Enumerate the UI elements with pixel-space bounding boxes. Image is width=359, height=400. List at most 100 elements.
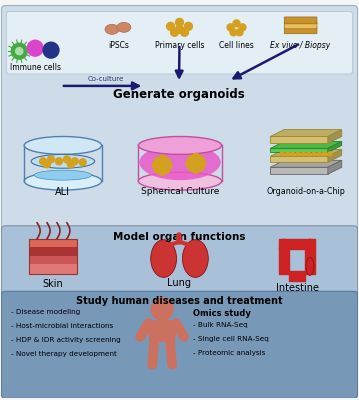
Circle shape [176, 25, 183, 33]
Circle shape [181, 28, 188, 36]
Circle shape [239, 24, 246, 31]
Circle shape [291, 152, 295, 156]
Polygon shape [270, 130, 342, 136]
Ellipse shape [24, 172, 102, 190]
Polygon shape [270, 148, 328, 152]
Polygon shape [328, 149, 342, 162]
Bar [29, 264, 77, 274]
Polygon shape [328, 160, 342, 174]
Ellipse shape [24, 136, 102, 154]
Circle shape [192, 165, 200, 173]
Circle shape [164, 161, 172, 169]
Circle shape [280, 152, 284, 156]
Ellipse shape [279, 239, 289, 249]
Text: - Bulk RNA-Seq: - Bulk RNA-Seq [193, 322, 248, 328]
Circle shape [158, 155, 166, 163]
Ellipse shape [306, 258, 314, 276]
Circle shape [16, 48, 23, 55]
Circle shape [285, 152, 289, 156]
Circle shape [56, 158, 62, 165]
Text: Skin: Skin [43, 279, 64, 289]
Ellipse shape [139, 144, 221, 180]
Bar [29, 239, 77, 247]
Text: Immune cells: Immune cells [10, 63, 61, 72]
Circle shape [162, 157, 170, 165]
Circle shape [198, 159, 206, 167]
Bar [29, 256, 77, 264]
Text: Spherical Culture: Spherical Culture [141, 187, 219, 196]
Circle shape [154, 157, 162, 165]
Circle shape [236, 29, 243, 36]
Polygon shape [328, 142, 342, 152]
Text: - Host-microbial interactions: - Host-microbial interactions [11, 323, 113, 329]
Text: ALI: ALI [55, 187, 70, 197]
Circle shape [47, 156, 55, 163]
Circle shape [158, 161, 166, 169]
Circle shape [79, 159, 86, 166]
Ellipse shape [34, 170, 92, 180]
Circle shape [196, 155, 204, 163]
Circle shape [43, 161, 51, 168]
Bar [29, 239, 77, 274]
Ellipse shape [138, 172, 222, 190]
Circle shape [196, 163, 204, 171]
Circle shape [71, 158, 78, 165]
Circle shape [317, 152, 321, 156]
Polygon shape [270, 167, 328, 174]
Circle shape [186, 159, 194, 167]
Ellipse shape [182, 240, 208, 277]
Circle shape [302, 152, 306, 156]
Circle shape [227, 24, 234, 31]
Text: Generate organoids: Generate organoids [113, 88, 245, 101]
Circle shape [64, 156, 70, 163]
Circle shape [328, 152, 332, 156]
Ellipse shape [305, 239, 315, 249]
Circle shape [233, 20, 240, 27]
Polygon shape [270, 160, 342, 167]
Circle shape [312, 152, 316, 156]
Bar [29, 247, 77, 256]
Circle shape [307, 152, 311, 156]
Circle shape [27, 40, 43, 56]
Bar [157, 309, 167, 320]
Text: Organoid-on-a-Chip: Organoid-on-a-Chip [267, 187, 345, 196]
Ellipse shape [151, 240, 177, 277]
Text: Omics study: Omics study [193, 309, 251, 318]
Text: Cell lines: Cell lines [219, 41, 254, 50]
Text: Primary cells: Primary cells [155, 41, 204, 50]
Polygon shape [328, 130, 342, 144]
Text: - HDP & IDR activity screening: - HDP & IDR activity screening [11, 337, 121, 343]
Circle shape [158, 167, 166, 175]
Polygon shape [147, 320, 177, 342]
Circle shape [188, 155, 196, 163]
Text: Intestine: Intestine [276, 283, 318, 293]
Text: - Proteomic analysis: - Proteomic analysis [193, 350, 265, 356]
Circle shape [192, 153, 200, 161]
Circle shape [185, 22, 192, 30]
Polygon shape [270, 136, 328, 144]
Text: - Novel therapy development: - Novel therapy development [11, 351, 117, 357]
Ellipse shape [138, 136, 222, 154]
FancyBboxPatch shape [6, 12, 353, 74]
Text: - Disease modeling: - Disease modeling [11, 309, 80, 315]
Circle shape [162, 165, 170, 173]
FancyBboxPatch shape [1, 226, 358, 298]
Polygon shape [270, 156, 328, 162]
FancyBboxPatch shape [284, 17, 317, 24]
Circle shape [151, 298, 173, 320]
Circle shape [152, 161, 160, 169]
Text: iPSCs: iPSCs [108, 41, 129, 50]
Circle shape [322, 152, 327, 156]
Ellipse shape [117, 22, 131, 32]
Circle shape [154, 165, 162, 173]
Text: Model organ functions: Model organ functions [113, 232, 245, 242]
FancyBboxPatch shape [284, 27, 317, 34]
Ellipse shape [31, 154, 95, 168]
Circle shape [176, 18, 183, 26]
Text: Co-culture: Co-culture [88, 76, 124, 82]
Circle shape [192, 159, 200, 167]
Circle shape [167, 22, 174, 30]
FancyBboxPatch shape [284, 22, 317, 29]
Circle shape [188, 163, 196, 171]
Circle shape [171, 28, 178, 36]
